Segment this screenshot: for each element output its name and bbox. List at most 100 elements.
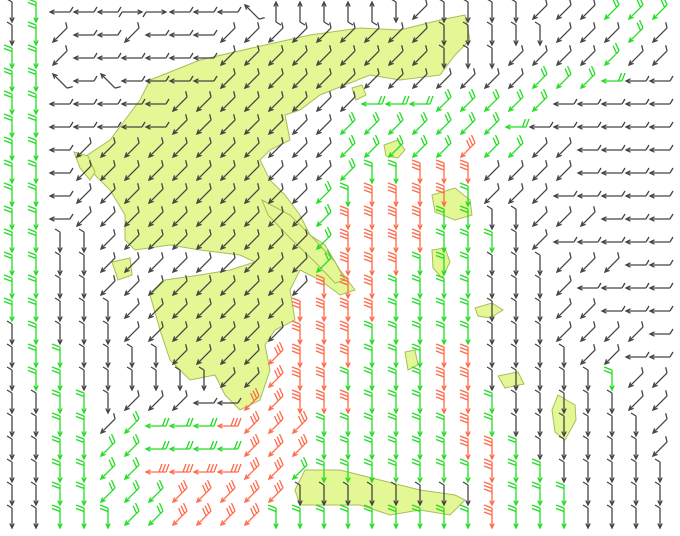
wind-barb	[510, 389, 519, 415]
wind-barb-shape	[654, 481, 663, 507]
wind-barb	[624, 305, 650, 314]
wind-barb-shape	[339, 157, 356, 182]
wind-barb-shape	[54, 320, 63, 346]
wind-barb-shape	[75, 389, 87, 415]
wind-barb	[600, 282, 626, 291]
wind-barb-shape	[462, 481, 471, 507]
wind-barb-shape	[30, 435, 39, 461]
wind-barb-shape	[123, 252, 140, 274]
wind-barb	[243, 275, 260, 297]
wind-barb	[267, 479, 284, 504]
wind-barb-shape	[243, 137, 260, 159]
wind-barb	[387, 111, 404, 136]
wind-barb-shape	[435, 111, 452, 136]
wind-barb-shape	[576, 144, 602, 153]
wind-barb-shape	[339, 343, 351, 369]
wind-barb-shape	[387, 182, 399, 208]
wind-barb	[195, 183, 212, 205]
wind-barb	[438, 44, 447, 70]
wind-barb	[126, 366, 135, 392]
wind-barb-shape	[144, 52, 170, 61]
wind-barb-shape	[150, 366, 159, 392]
wind-barb-shape	[315, 137, 332, 159]
wind-barb	[168, 6, 194, 15]
wind-barb-shape	[459, 205, 471, 231]
wind-barb	[3, 44, 15, 70]
wind-barb-shape	[582, 366, 591, 392]
wind-barb	[411, 389, 423, 415]
wind-barb-shape	[78, 251, 87, 277]
wind-barb-shape	[534, 21, 543, 47]
wind-barb-shape	[651, 22, 668, 44]
wind-barb-shape	[510, 343, 519, 369]
wind-barb-shape	[267, 45, 284, 67]
wind-barb-shape	[315, 180, 332, 205]
wind-barb	[387, 320, 399, 346]
wind-barb	[339, 343, 351, 369]
wind-barb-shape	[195, 114, 212, 136]
wind-barb-shape	[435, 504, 447, 530]
wind-barb-shape	[267, 22, 284, 44]
wind-barb-shape	[579, 0, 596, 21]
wind-barb	[30, 458, 39, 484]
wind-barb-shape	[534, 251, 543, 277]
wind-barb	[459, 389, 471, 415]
wind-barb-shape	[6, 389, 15, 415]
wind-barb-shape	[600, 236, 626, 245]
wind-barb	[435, 343, 447, 369]
wind-barb-shape	[459, 251, 471, 277]
wind-barb	[339, 68, 356, 90]
wind-barb	[315, 389, 327, 415]
wind-barb-shape	[339, 297, 351, 323]
wind-barb	[75, 137, 92, 159]
wind-barb	[3, 297, 15, 323]
wind-barb	[219, 114, 236, 136]
wind-barb-shape	[243, 344, 260, 366]
wind-barb	[603, 0, 620, 21]
wind-barb	[267, 252, 284, 274]
wind-barb-shape	[168, 440, 194, 452]
wind-barb-shape	[411, 111, 428, 136]
wind-barb-shape	[579, 22, 596, 44]
wind-barb	[219, 502, 236, 527]
wind-barb	[579, 344, 596, 366]
wind-barb-shape	[411, 412, 423, 438]
wind-barb-shape	[123, 160, 140, 182]
wind-barb	[600, 236, 626, 245]
wind-barb	[243, 456, 260, 481]
wind-barb-shape	[483, 412, 495, 438]
wind-barb	[291, 297, 303, 323]
wind-barb	[123, 456, 140, 481]
wind-barb	[387, 274, 399, 300]
wind-barb	[102, 389, 111, 415]
wind-barb	[630, 504, 639, 530]
wind-barb-shape	[435, 68, 452, 90]
wind-barb	[195, 479, 212, 504]
wind-barb-shape	[291, 389, 303, 415]
wind-barb	[315, 226, 332, 251]
wind-barb	[339, 157, 356, 182]
wind-barb	[558, 389, 567, 415]
wind-barb	[243, 502, 260, 527]
wind-barb	[195, 502, 212, 527]
wind-barb	[291, 366, 303, 392]
wind-barb	[582, 504, 591, 530]
wind-barb	[384, 95, 410, 107]
wind-barb-shape	[171, 137, 188, 159]
wind-barb	[96, 29, 122, 38]
wind-barb-shape	[624, 75, 650, 84]
wind-barb-shape	[144, 440, 170, 452]
wind-barb	[75, 481, 87, 507]
wind-barb-shape	[576, 98, 602, 107]
wind-barb-shape	[606, 412, 615, 438]
wind-barb-shape	[123, 502, 140, 527]
wind-barb	[267, 229, 284, 251]
wind-barb	[576, 282, 602, 291]
wind-barb	[576, 190, 602, 199]
wind-barb	[51, 366, 63, 392]
wind-barb	[30, 481, 39, 507]
wind-barb-shape	[654, 458, 663, 484]
wind-barb-shape	[651, 390, 668, 412]
wind-barb-shape	[291, 504, 303, 530]
